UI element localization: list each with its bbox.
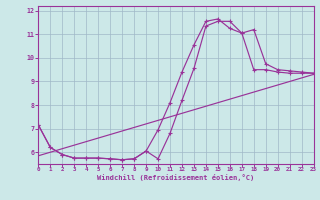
X-axis label: Windchill (Refroidissement éolien,°C): Windchill (Refroidissement éolien,°C) (97, 174, 255, 181)
